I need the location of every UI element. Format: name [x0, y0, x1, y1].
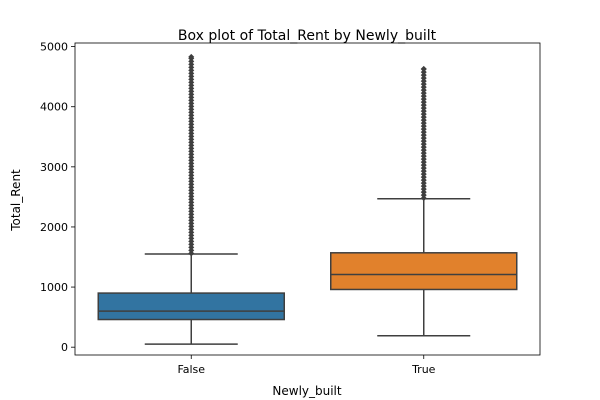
iqr-box: [97, 292, 285, 321]
y-tick-label: 4000: [40, 101, 68, 114]
y-tick-label: 3000: [40, 161, 68, 174]
outlier-point: [188, 53, 195, 60]
box-false: [97, 53, 285, 345]
x-axis-label: Newly_built: [272, 384, 342, 398]
y-tick-label: 2000: [40, 221, 68, 234]
plot-frame: [74, 42, 541, 356]
box-true: [330, 65, 518, 337]
chart-title: Box plot of Total_Rent by Newly_built: [178, 28, 437, 44]
y-axis-label: Total_Rent: [9, 169, 23, 232]
y-tick-label: 5000: [40, 41, 68, 54]
x-tick-label: False: [177, 363, 205, 376]
iqr-box: [330, 252, 518, 291]
plot-area: 0 1000 2000 3000 4000 5000 False True: [40, 41, 541, 376]
x-tick-label: True: [411, 363, 436, 376]
y-tick-label: 0: [61, 341, 68, 354]
y-tick-label: 1000: [40, 281, 68, 294]
outlier-point: [420, 65, 427, 72]
